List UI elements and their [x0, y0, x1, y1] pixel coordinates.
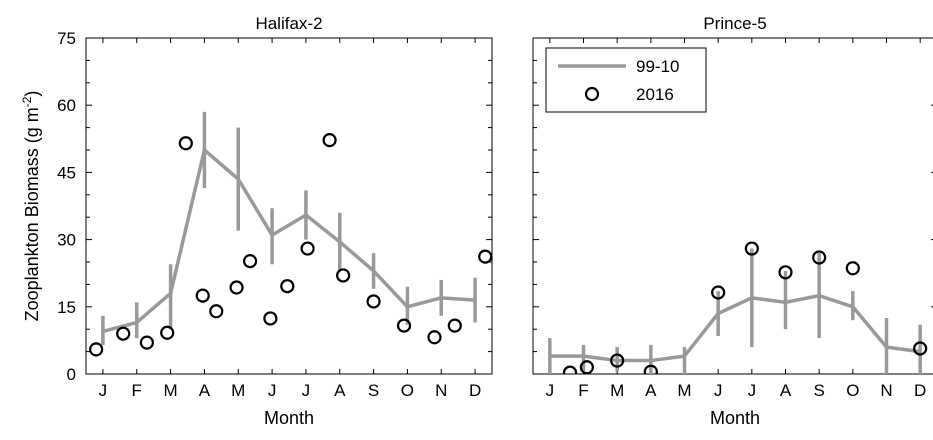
y-axis-label-main: Zooplankton Biomass (g m [22, 107, 42, 321]
x-tick-label: M [231, 381, 245, 400]
x-tick-label: S [368, 381, 379, 400]
y-tick-label: 0 [67, 365, 76, 384]
y-axis-label-close: ) [22, 91, 42, 97]
panels: Halifax-2 0 15 30 45 60 75 J F M A M J J A S O N D Month Zoo… [20, 14, 933, 428]
x-tick-label: F [132, 381, 142, 400]
data-point-2016 [478, 249, 492, 264]
y-tick-label: 45 [57, 163, 76, 182]
data-point-2016 [447, 318, 462, 333]
data-point-2016 [427, 330, 442, 345]
x-tick-label: M [610, 381, 624, 400]
x-axis-label: Month [264, 408, 314, 428]
x-axis-label: Month [710, 408, 760, 428]
x-tick-label: N [435, 381, 447, 400]
chart-panel-2: Prince-5 J F M A M J J A S O N D Month 99-10 2016 [532, 14, 933, 428]
data-point-2016 [280, 279, 295, 294]
x-tick-label: J [302, 381, 311, 400]
y-axis-label-sup: -2 [20, 96, 34, 107]
x-tick-label: J [748, 381, 757, 400]
data-point-2016 [263, 311, 278, 326]
series-line-99-10 [102, 148, 476, 334]
x-tick-label: M [677, 381, 691, 400]
y-tick-label: 30 [57, 231, 76, 250]
x-tick-label: J [714, 381, 723, 400]
data-point-2016 [778, 265, 793, 280]
data-point-2016 [562, 365, 578, 374]
data-point-2016 [610, 353, 625, 368]
data-point-2016 [812, 250, 827, 265]
y-axis-label: Zooplankton Biomass (g m-2) [20, 91, 42, 322]
x-tick-label: A [645, 381, 657, 400]
data-point-2016 [396, 318, 412, 333]
data-point-2016 [322, 133, 337, 148]
plot-area [548, 241, 928, 374]
x-tick-label: S [813, 381, 824, 400]
data-point-2016 [711, 285, 726, 300]
x-tick-label: M [163, 381, 177, 400]
data-point-2016 [643, 364, 658, 374]
data-point-2016 [160, 325, 175, 340]
data-point-2016 [195, 288, 210, 303]
y-tick-label: 15 [57, 298, 76, 317]
data-point-2016 [139, 335, 154, 350]
data-point-2016 [229, 280, 244, 295]
data-point-2016 [744, 241, 759, 256]
data-point-2016 [300, 241, 315, 256]
x-tick-label: A [780, 381, 792, 400]
x-tick-label: J [546, 381, 555, 400]
legend-circle-icon [584, 86, 600, 102]
data-point-2016 [366, 294, 381, 309]
data-point-2016 [89, 342, 104, 357]
legend: 99-10 2016 [545, 47, 707, 113]
plot-frame [85, 37, 493, 375]
x-tick-label: F [578, 381, 588, 400]
plot-area [89, 111, 492, 357]
data-point-2016 [178, 136, 193, 151]
y-tick-label: 60 [57, 96, 76, 115]
y-tick-label: 75 [57, 29, 76, 48]
legend-label: 2016 [636, 85, 674, 104]
chart-title: Halifax-2 [255, 14, 322, 33]
x-tick-label: O [846, 381, 859, 400]
chart-title: Prince-5 [703, 14, 766, 33]
series-line-99-10 [549, 293, 921, 363]
x-tick-label: J [99, 381, 108, 400]
legend-box [545, 47, 707, 113]
data-point-2016 [845, 261, 860, 276]
data-point-2016 [242, 254, 258, 269]
x-tick-label: A [334, 381, 346, 400]
data-point-2016 [579, 360, 594, 374]
x-tick-label: D [914, 381, 926, 400]
chart-panel-1: Halifax-2 0 15 30 45 60 75 J F M A M J J A S O N D Month Zoo… [20, 14, 493, 428]
data-point-2016 [913, 341, 928, 356]
data-point-2016 [116, 326, 131, 341]
data-point-2016 [336, 268, 351, 283]
x-tick-label: A [199, 381, 211, 400]
x-tick-label: N [880, 381, 892, 400]
x-tick-label: J [268, 381, 277, 400]
data-point-2016 [209, 304, 224, 319]
plot-frame [532, 37, 933, 375]
x-tick-label: D [469, 381, 481, 400]
x-tick-label: O [401, 381, 414, 400]
legend-label: 99-10 [636, 57, 679, 76]
